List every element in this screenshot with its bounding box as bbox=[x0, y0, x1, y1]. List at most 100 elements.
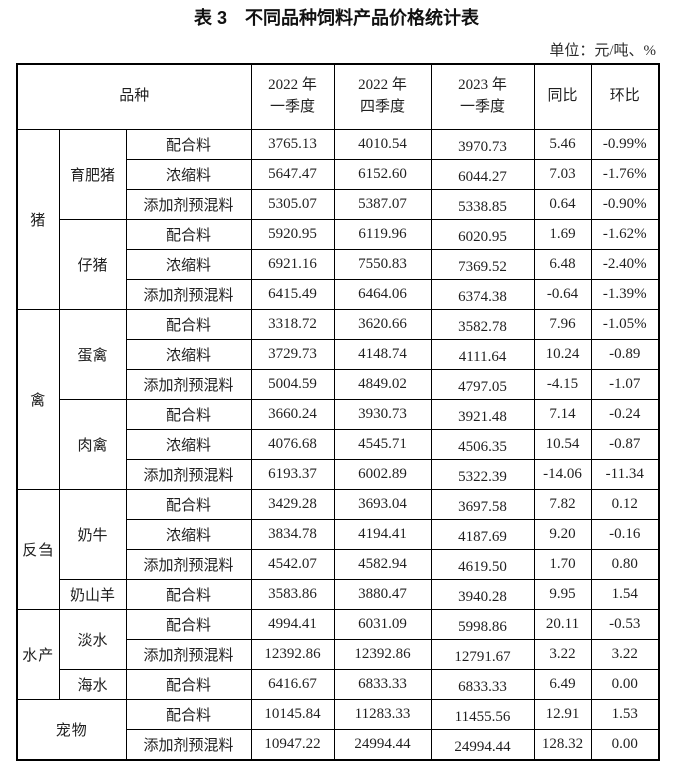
cell-qoq: -11.34 bbox=[590, 458, 660, 490]
cell-product: 配合料 bbox=[125, 128, 252, 160]
cell-qoq: -0.89 bbox=[590, 338, 660, 370]
cell-group: 反刍 bbox=[16, 488, 60, 610]
cell-q4-2022: 7550.83 bbox=[333, 248, 432, 280]
cell-subgroup: 奶山羊 bbox=[58, 578, 127, 610]
cell-q1-2023: 3921.48 bbox=[430, 398, 535, 430]
cell-yoy: 9.95 bbox=[533, 578, 592, 610]
cell-qoq: -1.39% bbox=[590, 278, 660, 310]
table-row: 添加剂预混料 6193.37 6002.89 5322.39 -14.06 -11.34 bbox=[17, 458, 660, 490]
cell-yoy: 20.11 bbox=[533, 608, 592, 640]
cell-yoy: -0.64 bbox=[533, 278, 592, 310]
cell-product: 浓缩料 bbox=[125, 518, 252, 550]
cell-q4-2022: 6464.06 bbox=[333, 278, 432, 310]
cell-q1-2023: 11455.56 bbox=[430, 698, 535, 730]
cell-q4-2022: 12392.86 bbox=[333, 638, 432, 670]
cell-q1-2022: 6415.49 bbox=[250, 278, 335, 310]
cell-yoy: 10.54 bbox=[533, 428, 592, 460]
table-title: 表 3 不同品种饲料产品价格统计表 bbox=[193, 8, 479, 28]
cell-yoy: 7.96 bbox=[533, 308, 592, 340]
cell-q4-2022: 6833.33 bbox=[333, 668, 432, 700]
table-row: 添加剂预混料 5004.59 4849.02 4797.05 -4.15 -1.07 bbox=[17, 368, 660, 400]
cell-q1-2022: 5647.47 bbox=[250, 158, 335, 190]
cell-yoy: 1.69 bbox=[533, 218, 592, 250]
cell-subgroup: 海水 bbox=[58, 668, 127, 700]
cell-q4-2022: 4582.94 bbox=[333, 548, 432, 580]
cell-q1-2022: 5004.59 bbox=[250, 368, 335, 400]
cell-product: 浓缩料 bbox=[125, 338, 252, 370]
cell-product: 配合料 bbox=[125, 578, 252, 610]
table-row: 禽蛋禽 配合料 3318.72 3620.66 3582.78 7.96 -1.05% bbox=[16, 308, 660, 490]
cell-q1-2022: 5920.95 bbox=[250, 218, 335, 250]
cell-qoq: 0.80 bbox=[590, 548, 660, 580]
cell-yoy: 0.64 bbox=[533, 188, 592, 220]
cell-q1-2023: 4111.64 bbox=[430, 338, 535, 370]
cell-q4-2022: 6031.09 bbox=[333, 608, 432, 640]
cell-q1-2022: 6193.37 bbox=[250, 458, 335, 490]
cell-q1-2023: 5998.86 bbox=[430, 608, 535, 640]
cell-yoy: 10.24 bbox=[533, 338, 592, 370]
header-row: 品种 2022 年 一季度 2022 年 四季度 2023 年 一季度 同比 环… bbox=[16, 63, 660, 130]
cell-q1-2022: 12392.86 bbox=[250, 638, 335, 670]
cell-q1-2023: 3940.28 bbox=[430, 578, 535, 610]
cell-yoy: 6.49 bbox=[533, 668, 592, 700]
table-row: 添加剂预混料 5305.07 5387.07 5338.85 0.64 -0.90% bbox=[17, 188, 660, 220]
header-qoq: 环比 bbox=[590, 63, 660, 130]
cell-q4-2022: 3620.66 bbox=[333, 308, 432, 340]
cell-q4-2022: 6119.96 bbox=[333, 218, 432, 250]
cell-q1-2023: 12791.67 bbox=[430, 638, 535, 670]
cell-q1-2023: 3970.73 bbox=[430, 128, 535, 160]
table-row: 添加剂预混料 6415.49 6464.06 6374.38 -0.64 -1.39% bbox=[17, 278, 660, 310]
table-row: 浓缩料 3729.73 4148.74 4111.64 10.24 -0.89 bbox=[17, 338, 660, 370]
cell-qoq: 0.00 bbox=[590, 728, 660, 761]
cell-qoq: -0.16 bbox=[590, 518, 660, 550]
cell-qoq: 1.54 bbox=[590, 578, 660, 610]
cell-product: 添加剂预混料 bbox=[125, 368, 252, 400]
unit-label: 单位：元/吨、% bbox=[549, 42, 656, 59]
cell-q1-2023: 3697.58 bbox=[430, 488, 535, 520]
cell-group: 猪 bbox=[16, 128, 60, 310]
cell-subgroup: 淡水 bbox=[58, 608, 127, 670]
table-row: 浓缩料 3834.78 4194.41 4187.69 9.20 -0.16 bbox=[17, 518, 660, 550]
cell-q1-2022: 3765.13 bbox=[250, 128, 335, 160]
cell-product: 配合料 bbox=[125, 398, 252, 430]
cell-q4-2022: 11283.33 bbox=[333, 698, 432, 730]
cell-yoy: 3.22 bbox=[533, 638, 592, 670]
cell-q1-2022: 5305.07 bbox=[250, 188, 335, 220]
cell-q1-2023: 6374.38 bbox=[430, 278, 535, 310]
cell-product: 配合料 bbox=[125, 608, 252, 640]
cell-product: 配合料 bbox=[125, 308, 252, 340]
table-container: 单位：元/吨、% 品种 2022 年 一季度 2022 年 四季度 2023 年… bbox=[16, 39, 661, 761]
table-row: 添加剂预混料 12392.86 12392.86 12791.67 3.22 3.22 bbox=[17, 638, 660, 670]
cell-q1-2022: 3318.72 bbox=[250, 308, 335, 340]
cell-product: 添加剂预混料 bbox=[125, 188, 252, 220]
cell-q4-2022: 3930.73 bbox=[333, 398, 432, 430]
cell-q1-2022: 3660.24 bbox=[250, 398, 335, 430]
cell-qoq: -1.05% bbox=[590, 308, 660, 340]
cell-yoy: -14.06 bbox=[533, 458, 592, 490]
cell-q4-2022: 4010.54 bbox=[333, 128, 432, 160]
table-row: 海水 配合料 6416.67 6833.33 6833.33 6.49 0.00 bbox=[17, 668, 660, 700]
cell-q1-2022: 3429.28 bbox=[250, 488, 335, 520]
cell-yoy: 7.82 bbox=[533, 488, 592, 520]
cell-q1-2022: 6921.16 bbox=[250, 248, 335, 280]
cell-q1-2023: 24994.44 bbox=[430, 728, 535, 761]
cell-q1-2023: 3582.78 bbox=[430, 308, 535, 340]
cell-qoq: -2.40% bbox=[590, 248, 660, 280]
cell-q1-2022: 3583.86 bbox=[250, 578, 335, 610]
cell-q1-2022: 10145.84 bbox=[250, 698, 335, 730]
cell-q4-2022: 6002.89 bbox=[333, 458, 432, 490]
cell-product: 添加剂预混料 bbox=[125, 278, 252, 310]
cell-product: 配合料 bbox=[125, 218, 252, 250]
cell-qoq: 0.00 bbox=[590, 668, 660, 700]
cell-subgroup: 奶牛 bbox=[58, 488, 127, 580]
cell-subgroup: 蛋禽 bbox=[58, 308, 127, 400]
price-table: 品种 2022 年 一季度 2022 年 四季度 2023 年 一季度 同比 环… bbox=[16, 62, 661, 761]
cell-qoq: -0.24 bbox=[590, 398, 660, 430]
cell-q1-2022: 3834.78 bbox=[250, 518, 335, 550]
cell-yoy: 128.32 bbox=[533, 728, 592, 761]
cell-yoy: 12.91 bbox=[533, 698, 592, 730]
cell-q1-2023: 6044.27 bbox=[430, 158, 535, 190]
cell-group: 水产 bbox=[16, 608, 60, 700]
cell-qoq: -0.99% bbox=[590, 128, 660, 160]
cell-q4-2022: 3880.47 bbox=[333, 578, 432, 610]
